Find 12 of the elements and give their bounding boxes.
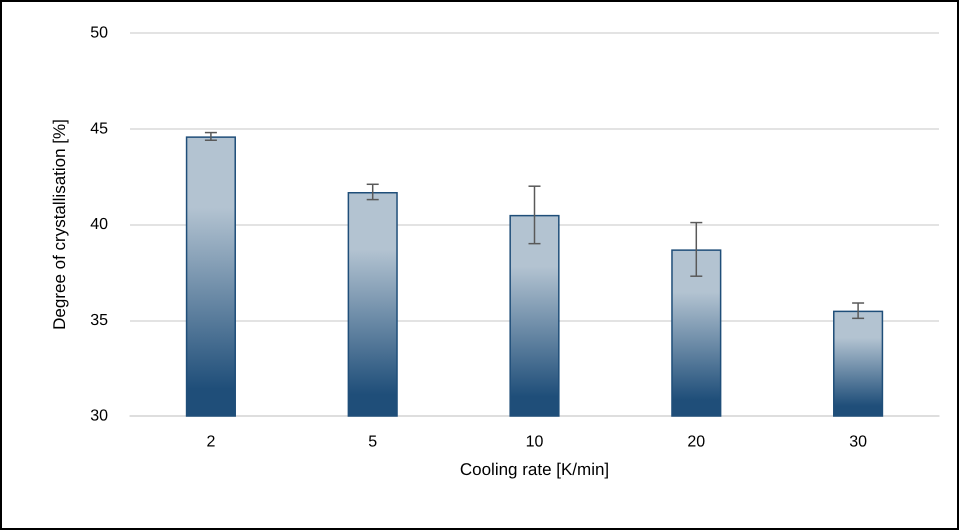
x-axis-title: Cooling rate [K/min]	[460, 460, 610, 479]
x-tick-label: 20	[687, 434, 706, 450]
x-tick-label: 2	[206, 434, 216, 450]
y-tick-label: 50	[90, 24, 108, 42]
y-tick-label: 35	[90, 312, 108, 329]
x-tick-label: 30	[849, 434, 868, 450]
y-tick-label: 30	[90, 408, 108, 424]
y-tick-label: 40	[90, 216, 108, 233]
x-tick-label: 10	[526, 434, 544, 450]
y-axis-title: Degree of crystallisation [%]	[50, 119, 69, 330]
y-tick-label: 45	[90, 120, 108, 138]
x-tick-label: 5	[368, 434, 378, 450]
